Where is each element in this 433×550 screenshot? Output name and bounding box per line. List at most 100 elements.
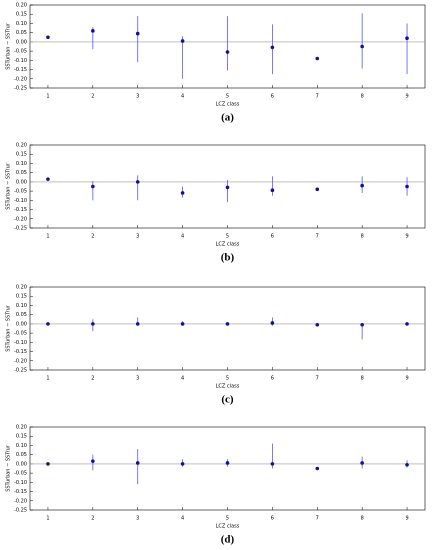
caption: (b) <box>221 252 235 264</box>
y-tick-label: -0.25 <box>14 86 27 92</box>
y-tick-label: 0.15 <box>16 12 27 18</box>
y-tick-label: 0.05 <box>16 30 27 36</box>
y-axis-label: SSTurban − SSTrur <box>6 444 12 492</box>
y-tick-label: -0.20 <box>14 358 27 364</box>
y-tick-label: 0.10 <box>16 21 27 27</box>
y-tick-label: 0.20 <box>16 143 27 149</box>
point <box>180 322 185 326</box>
point <box>46 35 50 40</box>
y-tick-label: -0.05 <box>14 331 27 337</box>
point <box>46 322 50 326</box>
x-tick-label: 8 <box>361 94 364 100</box>
x-tick-label: 1 <box>46 94 49 100</box>
point <box>360 461 364 465</box>
x-tick-label: 5 <box>226 94 229 100</box>
y-axis-label: SSTurban − SSTrur <box>6 22 12 70</box>
y-tick-label: 0.00 <box>16 461 27 467</box>
y-tick-label: -0.05 <box>14 49 27 55</box>
y-tick-label: -0.05 <box>14 189 27 195</box>
x-axis-label: LCZ class <box>216 524 240 530</box>
point <box>91 29 95 33</box>
point <box>91 322 95 326</box>
y-tick-label: -0.25 <box>14 368 27 374</box>
y-tick-label: 0.05 <box>16 312 27 318</box>
point <box>180 191 185 195</box>
y-tick-label: -0.15 <box>14 349 27 355</box>
x-axis-label: LCZ class <box>216 102 240 108</box>
x-tick-label: 6 <box>271 516 274 522</box>
point <box>315 323 320 327</box>
x-tick-label: 9 <box>405 94 408 100</box>
y-axis-label: SSTurban − SSTrur <box>6 304 12 352</box>
x-tick-label: 4 <box>181 94 184 100</box>
y-tick-label: -0.15 <box>14 67 27 73</box>
point <box>225 50 230 54</box>
x-tick-label: 6 <box>271 94 274 100</box>
point <box>405 36 409 40</box>
y-tick-label: -0.20 <box>14 498 27 504</box>
point <box>135 31 140 36</box>
x-tick-label: 8 <box>361 376 364 382</box>
point <box>270 462 275 466</box>
plot-frame <box>29 426 426 511</box>
x-tick-label: 5 <box>226 516 229 522</box>
x-tick-label: 1 <box>46 234 49 240</box>
y-tick-label: -0.15 <box>14 207 27 213</box>
point <box>270 321 275 325</box>
point <box>135 180 140 184</box>
y-tick-label: 0.15 <box>16 434 27 440</box>
y-tick-label: -0.05 <box>14 471 27 477</box>
y-tick-label: 0.10 <box>16 161 27 167</box>
x-tick-label: 3 <box>136 234 139 240</box>
point <box>360 323 364 327</box>
x-tick-label: 8 <box>361 234 364 240</box>
y-tick-label: 0.10 <box>16 443 27 449</box>
caption: (c) <box>221 394 234 406</box>
y-tick-label: -0.20 <box>14 76 27 82</box>
x-tick-label: 3 <box>136 376 139 382</box>
point <box>225 322 230 326</box>
x-tick-label: 1 <box>46 376 49 382</box>
x-axis-label: LCZ class <box>216 384 240 390</box>
point <box>46 177 50 181</box>
y-tick-label: 0.10 <box>16 303 27 309</box>
point <box>225 185 230 190</box>
y-tick-label: 0.20 <box>16 3 27 9</box>
x-axis-label: LCZ class <box>216 242 240 248</box>
x-tick-label: 1 <box>46 516 49 522</box>
x-tick-label: 7 <box>316 516 319 522</box>
point <box>405 322 409 326</box>
point <box>91 459 95 463</box>
y-tick-label: 0.05 <box>16 170 27 176</box>
plot-frame <box>29 286 426 371</box>
x-tick-label: 9 <box>405 376 408 382</box>
y-tick-label: -0.10 <box>14 340 27 346</box>
point <box>225 461 230 465</box>
y-tick-label: 0.00 <box>16 321 27 327</box>
x-tick-label: 5 <box>226 234 229 240</box>
y-tick-label: 0.00 <box>16 179 27 185</box>
point <box>270 188 275 192</box>
x-tick-label: 2 <box>91 94 94 100</box>
y-tick-label: 0.20 <box>16 425 27 431</box>
y-tick-label: -0.10 <box>14 198 27 204</box>
point <box>180 462 185 466</box>
x-tick-label: 8 <box>361 516 364 522</box>
y-tick-label: -0.10 <box>14 58 27 64</box>
caption: (d) <box>221 534 235 546</box>
point <box>315 466 320 471</box>
y-tick-label: 0.05 <box>16 452 27 458</box>
point <box>270 45 275 50</box>
y-tick-label: -0.10 <box>14 480 27 486</box>
y-tick-label: 0.15 <box>16 152 27 158</box>
x-tick-label: 6 <box>271 234 274 240</box>
y-tick-label: 0.00 <box>16 39 27 45</box>
y-axis-label: SSTurban − SSTrur <box>6 162 12 210</box>
x-tick-label: 4 <box>181 376 184 382</box>
y-tick-label: -0.15 <box>14 489 27 495</box>
y-tick-label: 0.15 <box>16 294 27 300</box>
point <box>180 39 185 43</box>
x-tick-label: 7 <box>316 94 319 100</box>
